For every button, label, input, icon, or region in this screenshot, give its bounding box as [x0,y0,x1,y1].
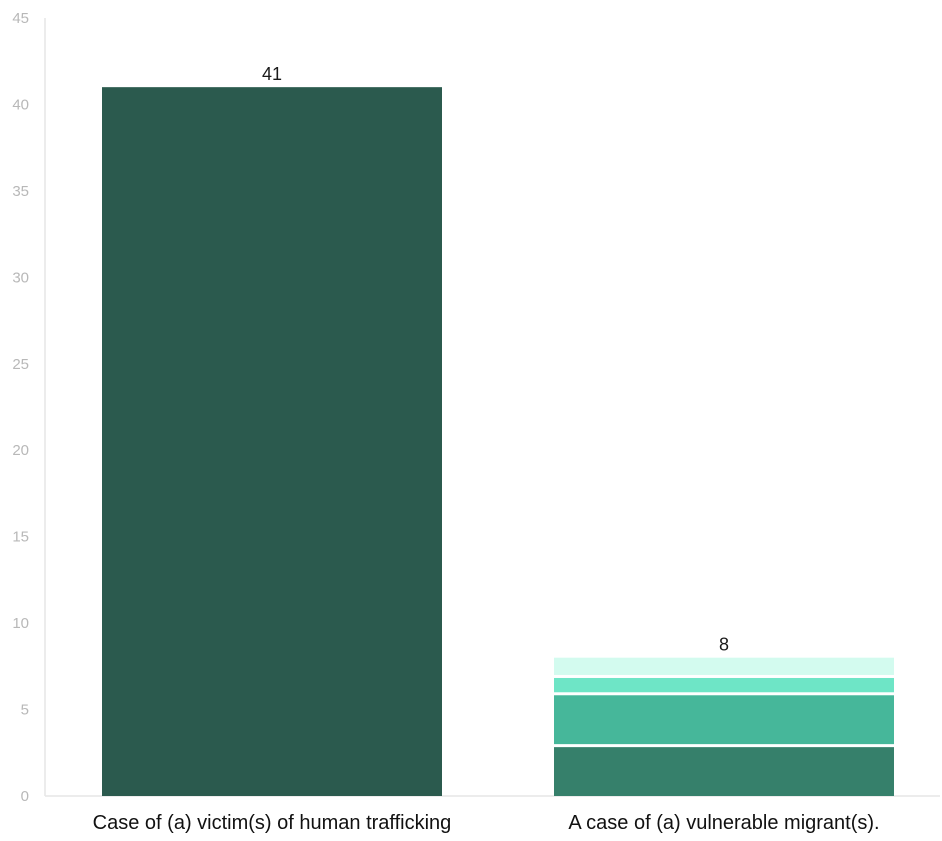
y-tick-label: 20 [12,442,29,459]
y-tick-label: 15 [12,529,29,546]
y-tick-label: 30 [12,269,29,286]
bar-total-label: 8 [719,635,729,655]
x-category-label: Case of (a) victim(s) of human trafficki… [93,812,452,834]
bar-segment [102,87,442,796]
y-tick-label: 35 [12,183,29,200]
bar-segment [554,677,894,693]
y-tick-label: 10 [12,615,29,632]
bar-segment [554,657,894,675]
y-tick-label: 25 [12,356,29,373]
x-category-label: A case of (a) vulnerable migrant(s). [568,812,879,834]
bar-segment [554,747,894,796]
y-tick-label: 45 [12,10,29,27]
bar-total-label: 41 [262,64,282,84]
y-tick-label: 5 [21,702,29,719]
bar-segment [554,695,894,745]
y-tick-label: 0 [21,788,29,805]
y-tick-label: 40 [12,96,29,113]
